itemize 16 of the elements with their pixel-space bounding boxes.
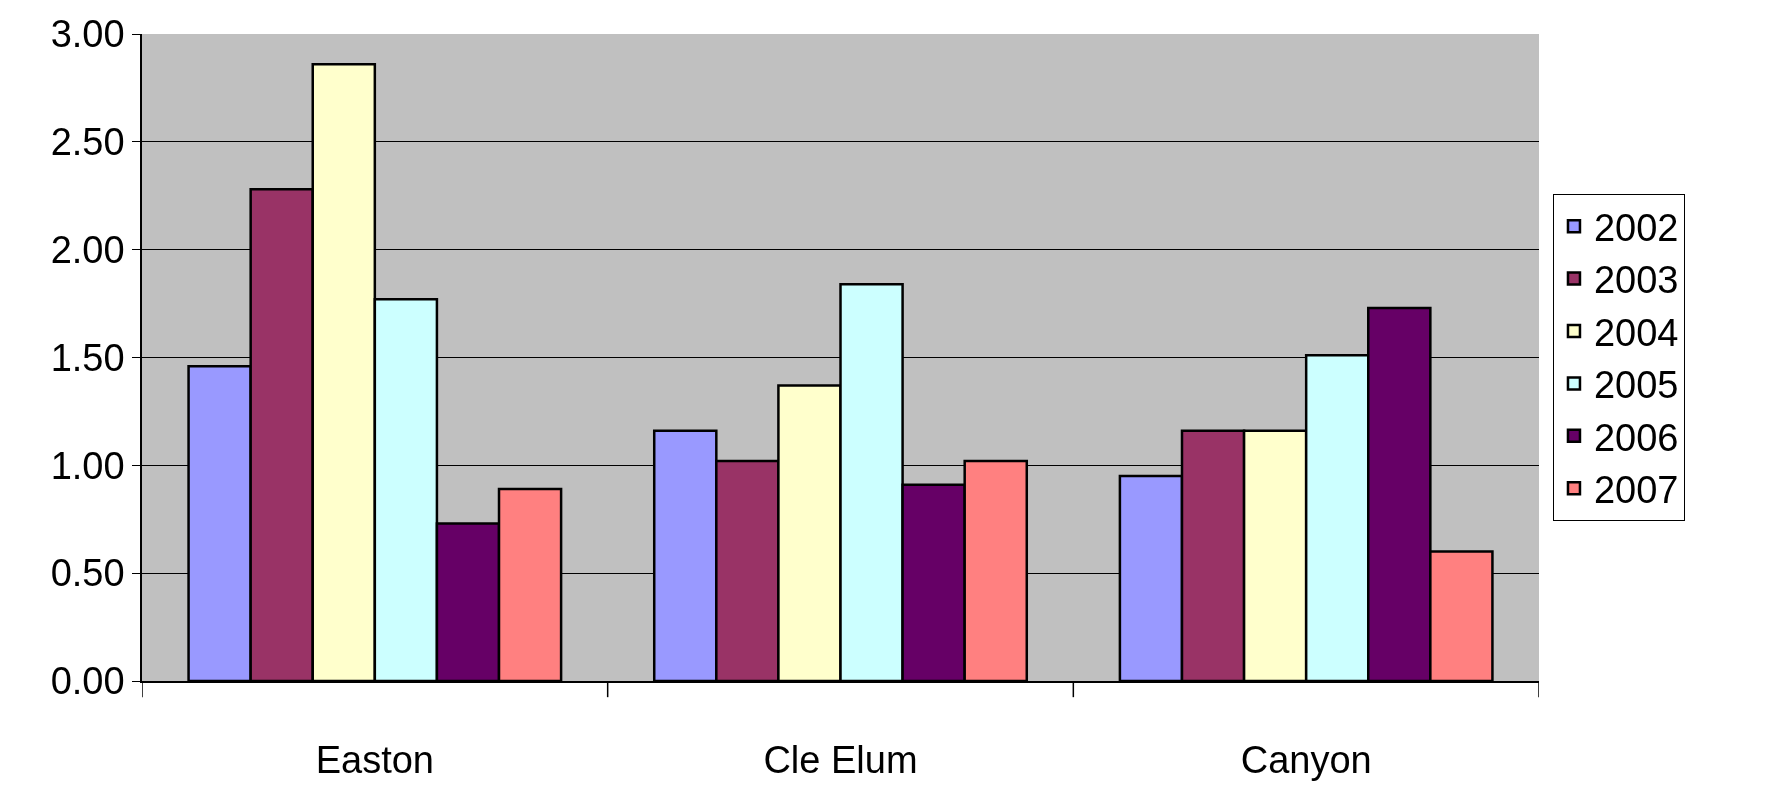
legend-label: 2005 [1593,364,1679,407]
legend-label: 2003 [1593,259,1679,302]
legend-label: 2004 [1593,311,1679,354]
y-tick-label: 3.00 [50,13,125,56]
legend-label: 2006 [1593,416,1679,459]
y-tick-label: 0.00 [50,660,125,703]
y-tick-label: 2.50 [50,121,125,164]
legend-label: 2007 [1593,469,1679,512]
x-tick-label: Cle Elum [763,739,918,782]
legend-label: 2002 [1593,207,1679,250]
y-tick-label: 1.50 [50,336,125,379]
x-tick-label: Canyon [1240,739,1372,782]
x-tick-label: Easton [315,739,434,782]
y-tick-label: 0.50 [50,552,125,595]
y-tick-label: 2.00 [50,228,125,271]
y-tick-label: 1.00 [50,444,125,487]
